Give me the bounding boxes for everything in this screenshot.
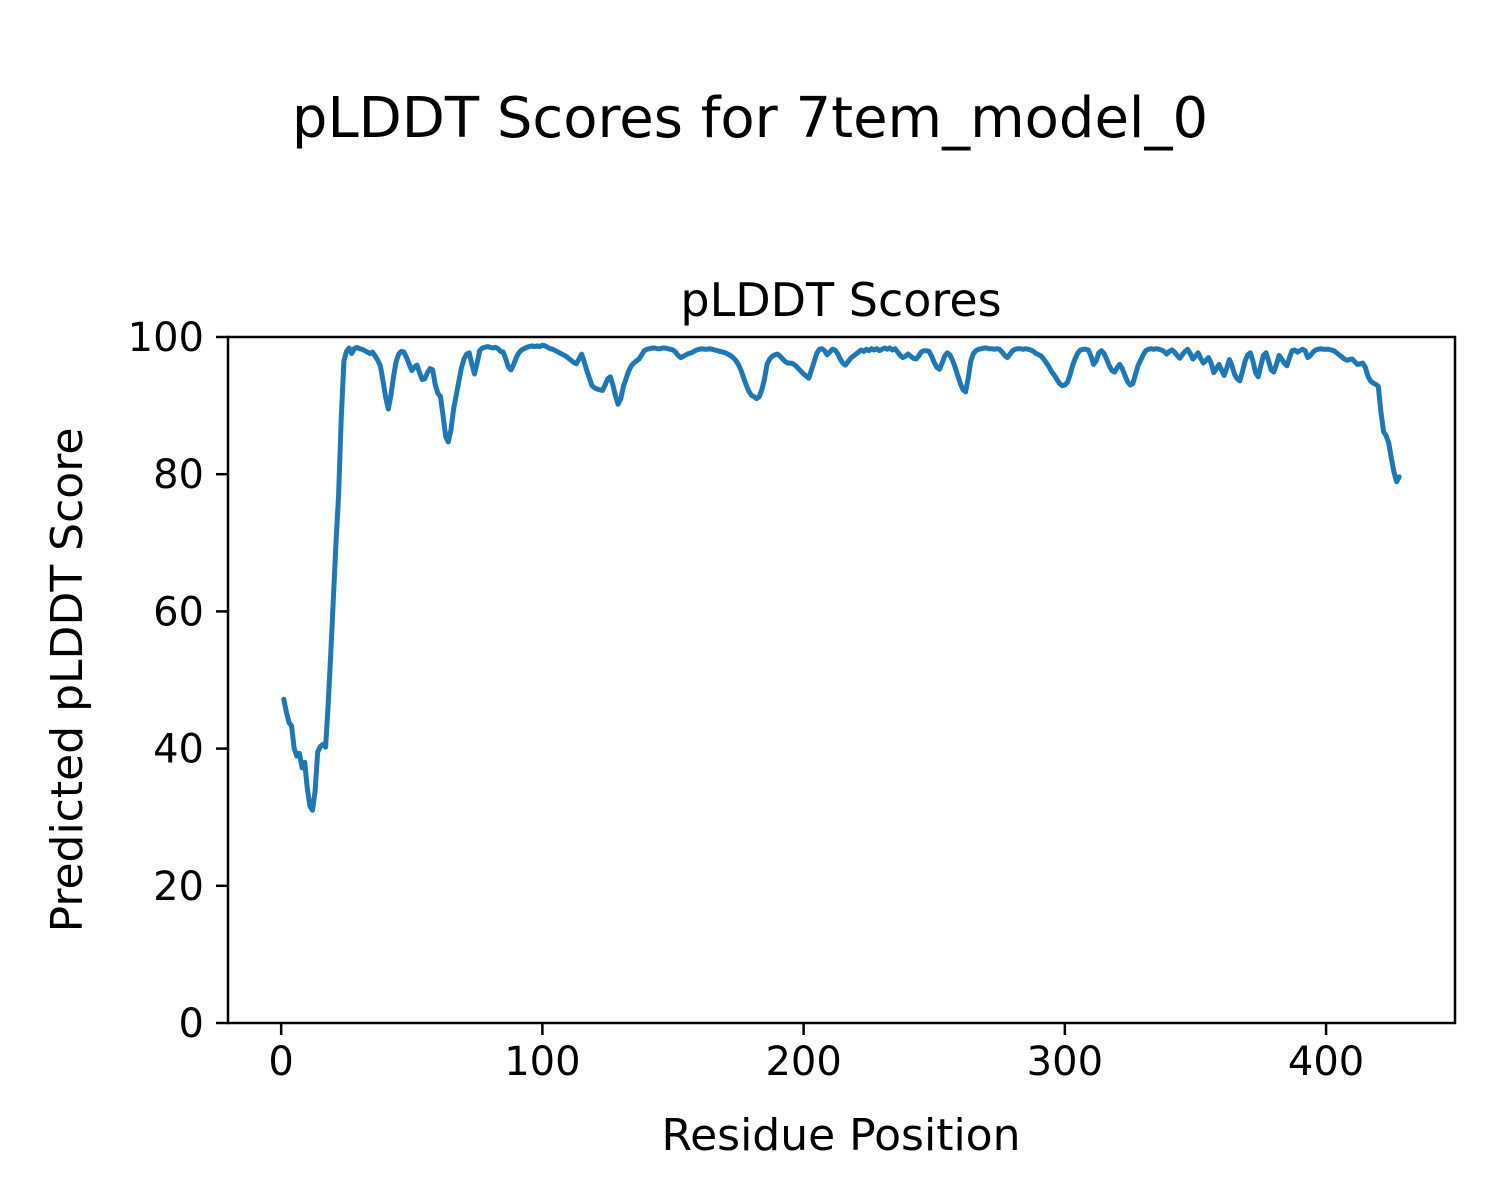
x-axis-ticks: 0 100 200 300 400 [268, 1023, 1364, 1085]
x-tick-label: 100 [504, 1039, 580, 1085]
y-axis-label: Predicted pLDDT Score [42, 428, 93, 933]
y-axis-ticks: 0 20 40 60 80 100 [128, 315, 228, 1047]
plddt-score-line [281, 342, 1402, 813]
y-tick-label: 100 [128, 315, 204, 361]
figure-suptitle: pLDDT Scores for 7tem_model_0 [292, 86, 1208, 151]
y-tick-label: 40 [153, 727, 204, 773]
y-tick-label: 60 [153, 589, 204, 635]
x-axis-label: Residue Position [661, 1110, 1020, 1161]
y-tick-label: 80 [153, 452, 204, 498]
y-tick-label: 20 [153, 864, 204, 910]
axes-title: pLDDT Scores [680, 273, 1001, 327]
x-tick-label: 300 [1027, 1039, 1103, 1085]
plot-area-border [226, 335, 1457, 1025]
x-tick-label: 0 [268, 1039, 293, 1085]
x-tick-label: 200 [765, 1039, 841, 1085]
x-tick-label: 400 [1288, 1039, 1364, 1085]
y-tick-label: 0 [179, 1001, 204, 1047]
